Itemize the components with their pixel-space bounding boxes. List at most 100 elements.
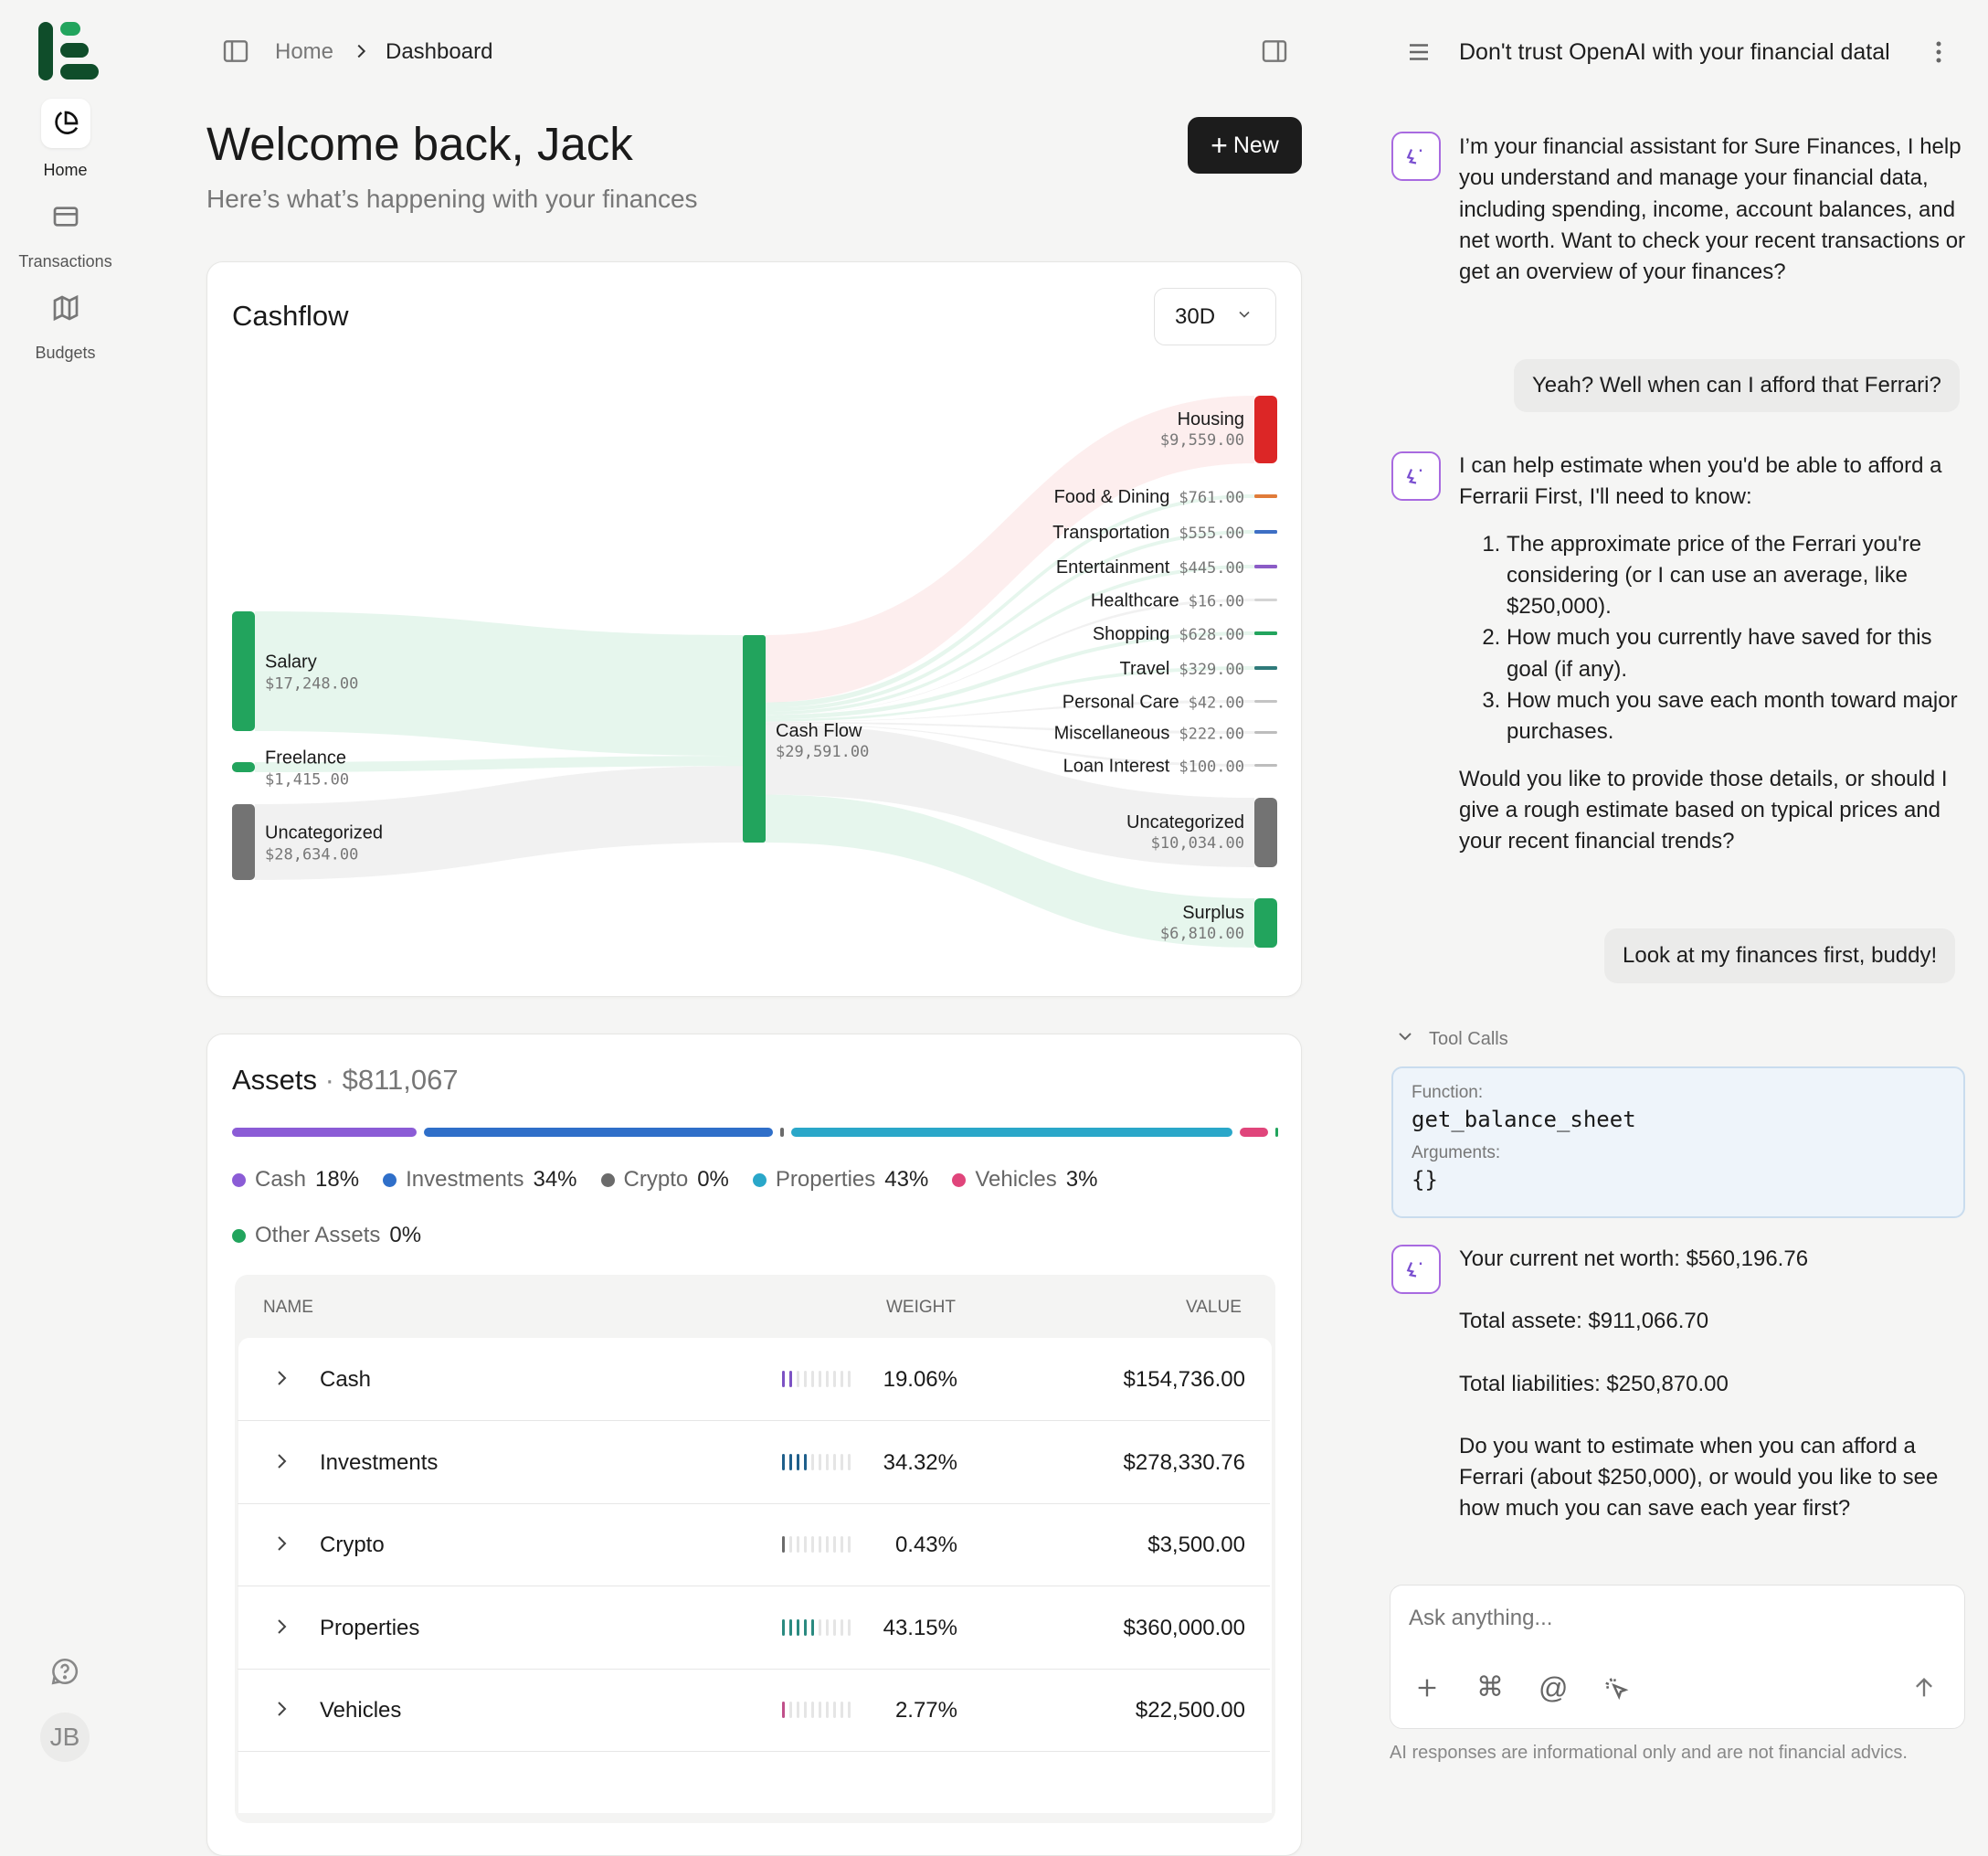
node-value: $10,034.00 [1151, 834, 1244, 853]
table-row[interactable]: Vehicles 2.77% $22,500.00 [238, 1669, 1270, 1753]
weight-tick [841, 1371, 843, 1387]
legend-vehicles: Vehicles 3% [952, 1167, 1097, 1193]
weight-bar [782, 1371, 851, 1387]
function-name: get_balance_sheet [1412, 1107, 1636, 1132]
weight-tick [782, 1371, 785, 1387]
command-icon[interactable]: ⌘ [1476, 1672, 1504, 1702]
node-label: Surplus [1182, 903, 1244, 923]
cashflow-title: Cashflow [232, 300, 349, 332]
node-label-line: Miscellaneous $222.00 [1054, 724, 1244, 744]
link-transportation [766, 530, 1254, 712]
node-value: $100.00 [1179, 758, 1244, 777]
asset-bar-segment-other-assets [1275, 1128, 1278, 1137]
chevron-right-icon[interactable] [270, 1614, 292, 1646]
app-logo[interactable] [38, 22, 99, 80]
pie-chart-icon [40, 99, 90, 148]
breadcrumb-home[interactable]: Home [275, 39, 334, 64]
sidebar-item-transactions[interactable]: Transactions [0, 192, 131, 271]
weight-tick [811, 1618, 814, 1636]
node-label: Uncategorized [265, 823, 383, 843]
credit-card-icon [41, 192, 90, 241]
weight-bar [782, 1618, 851, 1636]
asset-bar-segment-crypto [779, 1128, 785, 1137]
chevron-right-icon[interactable] [270, 1365, 292, 1397]
map-icon [41, 283, 90, 333]
panel-toggle-icon[interactable] [1260, 37, 1289, 70]
node-label: Uncategorized [1126, 812, 1244, 833]
weight-tick [804, 1618, 807, 1636]
chevron-right-icon[interactable] [270, 1531, 292, 1563]
node-label-line: Loan Interest $100.00 [1063, 757, 1244, 777]
chat-input-box: ⌘ @ [1390, 1585, 1965, 1729]
node-value: $6,810.00 [1160, 925, 1244, 943]
col-weight: WEIGHT [886, 1298, 956, 1317]
tool-calls-label: Tool Calls [1429, 1028, 1508, 1049]
weight-tick [833, 1453, 836, 1470]
message-text: Total assete: $911,066.70 [1459, 1309, 1709, 1334]
chat-input[interactable] [1409, 1606, 1939, 1631]
sidebar-toggle-icon[interactable] [221, 37, 250, 70]
row-weight: 0.43% [894, 1533, 957, 1558]
weight-tick [789, 1536, 792, 1554]
assistant-message: Your current net worth: $560,196.76 Tota… [1459, 1244, 1971, 1525]
table-row[interactable]: Crypto 0.43% $3,500.00 [238, 1503, 1270, 1587]
question-list: The approximate price of the Ferrari you… [1507, 529, 1971, 748]
assistant-avatar-icon [1391, 1245, 1441, 1294]
sidebar-label: Transactions [18, 252, 112, 270]
weight-tick [841, 1618, 843, 1636]
send-arrow-icon[interactable] [1911, 1675, 1937, 1705]
user-message: Look at my finances first, buddy! [1604, 928, 1956, 983]
node-personal-care [1254, 700, 1277, 703]
node-value: $16.00 [1189, 593, 1244, 611]
help-icon[interactable] [49, 1656, 80, 1692]
assets-total: $811,067 [342, 1064, 459, 1096]
new-button-label: New [1232, 132, 1279, 158]
weight-tick [811, 1453, 814, 1470]
weight-tick [841, 1536, 843, 1554]
sidebar-item-budgets[interactable]: Budgets [0, 283, 131, 363]
table-row[interactable]: Properties 43.15% $360,000.00 [238, 1586, 1270, 1670]
link-uncategorized [766, 724, 1254, 867]
list-item: The approximate price of the Ferrari you… [1507, 529, 1971, 623]
weight-tick [797, 1536, 799, 1554]
node-entertainment [1254, 565, 1277, 568]
period-select[interactable]: 30D [1154, 288, 1276, 345]
weight-bar [782, 1453, 851, 1470]
list-item: How much you save each month toward majo… [1507, 685, 1971, 748]
node-value: $17,248.00 [265, 675, 358, 694]
at-mention-icon[interactable]: @ [1539, 1671, 1569, 1704]
node-surplus [1254, 898, 1277, 948]
col-value: VALUE [1186, 1298, 1242, 1317]
menu-icon[interactable] [1405, 38, 1433, 70]
table-row[interactable]: Investments 34.32% $278,330.76 [238, 1421, 1270, 1504]
cursor-click-icon[interactable] [1602, 1675, 1630, 1707]
tool-calls-toggle[interactable]: Tool Calls [1394, 1025, 1508, 1053]
message-text: Your current net worth: $560,196.76 [1459, 1246, 1809, 1271]
avatar[interactable]: JB [40, 1713, 90, 1762]
list-item: How much you currently have saved for th… [1507, 622, 1971, 685]
weight-tick [848, 1536, 851, 1554]
node-value: $29,591.00 [776, 743, 869, 761]
new-button[interactable]: + New [1188, 117, 1302, 174]
node-label-line: Food & Dining $761.00 [1054, 487, 1244, 507]
node-label: Cash Flow [776, 721, 862, 741]
row-weight: 19.06% [883, 1367, 957, 1392]
node-label: Healthcare [1091, 591, 1179, 611]
plus-icon: + [1211, 129, 1228, 162]
node-value: $628.00 [1179, 626, 1244, 644]
weight-bar [782, 1702, 851, 1719]
plus-icon[interactable] [1414, 1675, 1440, 1705]
weight-tick [848, 1702, 851, 1719]
node-healthcare [1254, 599, 1277, 601]
link-travel [766, 666, 1254, 722]
node-shopping [1254, 631, 1277, 635]
node-uncategorized [232, 804, 255, 880]
link-surplus [766, 794, 1254, 948]
node-uncategorized [1254, 798, 1277, 867]
more-vertical-icon[interactable] [1928, 38, 1950, 70]
sidebar-item-home[interactable]: Home [0, 99, 131, 180]
chevron-down-icon [1394, 1025, 1416, 1053]
chevron-right-icon[interactable] [270, 1448, 292, 1480]
chevron-right-icon[interactable] [270, 1696, 292, 1728]
table-row[interactable]: Cash 19.06% $154,736.00 [238, 1338, 1270, 1421]
